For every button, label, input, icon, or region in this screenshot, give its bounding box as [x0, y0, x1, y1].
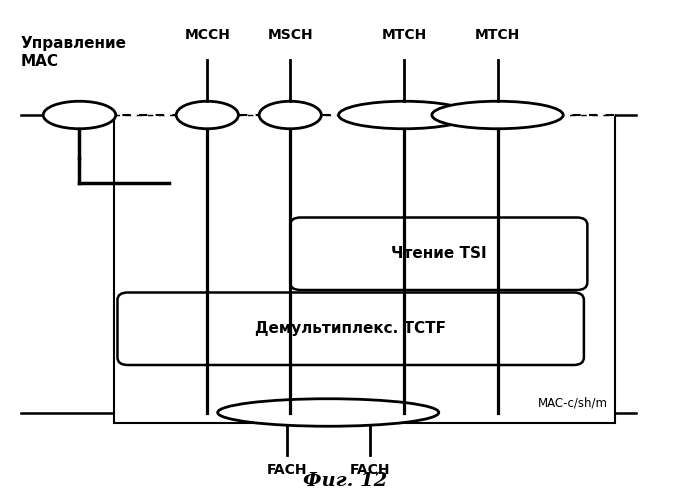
Ellipse shape — [218, 399, 439, 426]
Text: MTCH: MTCH — [381, 28, 427, 42]
Ellipse shape — [43, 101, 116, 128]
FancyBboxPatch shape — [117, 292, 584, 365]
Ellipse shape — [259, 101, 321, 128]
Bar — [114, 115, 615, 422]
Text: FACH: FACH — [350, 462, 390, 476]
Text: Управление
МАС: Управление МАС — [21, 36, 126, 68]
Text: MTCH: MTCH — [475, 28, 520, 42]
Ellipse shape — [176, 101, 238, 128]
Text: Демультиплекс. ТСТF: Демультиплекс. ТСТF — [255, 322, 446, 336]
Ellipse shape — [432, 101, 563, 128]
Text: Фиг. 12: Фиг. 12 — [303, 472, 388, 490]
Ellipse shape — [339, 101, 470, 128]
Text: MCCH: MCCH — [184, 28, 230, 42]
Text: MAC-c/sh/m: MAC-c/sh/m — [538, 397, 608, 410]
Text: MSCH: MSCH — [267, 28, 313, 42]
Text: Чтение TSI: Чтение TSI — [391, 246, 486, 261]
FancyBboxPatch shape — [290, 218, 587, 290]
Text: FACH: FACH — [267, 462, 307, 476]
